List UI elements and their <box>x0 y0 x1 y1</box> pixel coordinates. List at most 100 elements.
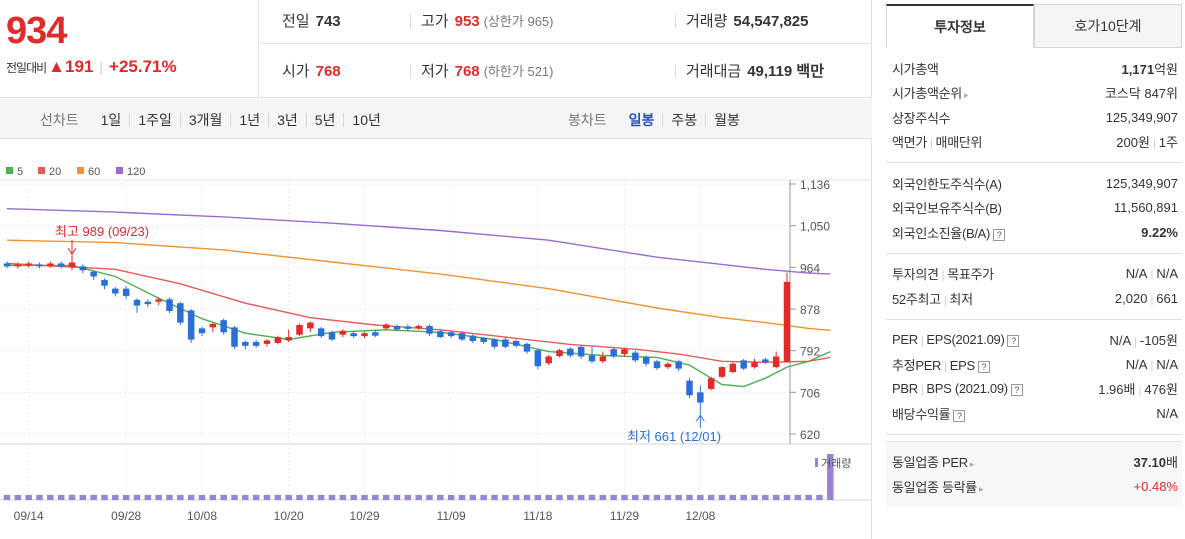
price-chart[interactable]: 1,136 1,050 964 878 792 706 620 09/14 09/28 10/08… <box>0 140 872 539</box>
low-annotation: 최저 661 (12/01) <box>627 429 721 444</box>
period-weekly[interactable]: 주봉 <box>662 113 705 127</box>
candle-body <box>686 380 693 396</box>
change-amount: 191 <box>65 57 94 76</box>
candle-body <box>68 262 76 268</box>
candle-body <box>415 325 422 328</box>
divider <box>675 14 676 28</box>
row-peer-per[interactable]: 동일업종 PER ▸ 37.10배 <box>886 450 1182 475</box>
help-icon[interactable]: ? <box>1007 335 1020 348</box>
foreign-limit-value: 125,349,907 <box>1105 175 1178 191</box>
row-est-per: 추정PER | EPS? N/A | N/A <box>892 356 1178 373</box>
divider <box>410 64 411 78</box>
info-panel: 투자정보 호가10단계 시가총액 1,171억원 시가총액순위 ▸ 코스닥 847… <box>886 4 1182 507</box>
volume-bar <box>707 494 715 500</box>
peer-per-label: 동일업종 PER <box>892 455 968 471</box>
est-per-label: 추정PER <box>892 357 942 373</box>
volume-bar <box>653 494 661 500</box>
period-monthly[interactable]: 월봉 <box>705 113 748 127</box>
row-market-cap-rank[interactable]: 시가총액순위 ▸ 코스닥 847위 <box>886 81 1182 106</box>
volume-bar <box>350 494 357 500</box>
volume-bar <box>187 494 195 500</box>
market-cap-value: 1,171 <box>1121 61 1155 77</box>
volume-bar <box>296 494 303 500</box>
candle-body <box>166 299 173 311</box>
period-10y[interactable]: 10년 <box>343 113 388 127</box>
y-tick-label: 620 <box>800 428 820 442</box>
dividend-label: 배당수익률 <box>892 406 951 422</box>
volume-bar <box>697 494 704 500</box>
volume-bar <box>328 494 336 500</box>
pbr-value: 1.96배 <box>1098 382 1136 398</box>
high-price: 고가 953 (상한가 965) <box>410 10 553 31</box>
period-5y[interactable]: 5년 <box>305 113 344 127</box>
candle-body <box>718 367 726 377</box>
period-1d[interactable]: 1일 <box>100 112 122 128</box>
period-daily[interactable]: 일봉 <box>628 112 655 128</box>
prev-close: 전일 743 <box>282 10 341 31</box>
volume: 거래량 54,547,825 <box>675 10 808 31</box>
volume-bar <box>588 494 596 500</box>
section-foreign: 외국인한도주식수(A) 125,349,907 외국인보유주식수(B) 11,5… <box>886 163 1182 254</box>
tab-order-book[interactable]: 호가10단계 <box>1034 4 1182 48</box>
w52-high-value: 2,020 <box>1114 290 1148 306</box>
row-per: PER | EPS(2021.09)? N/A | -105원 <box>892 332 1178 349</box>
ma20-line <box>6 262 831 364</box>
volume-bar <box>762 494 769 500</box>
volume-bar <box>361 494 368 500</box>
eps-label: EPS(2021.09) <box>926 332 1005 348</box>
period-3m[interactable]: 3개월 <box>179 113 231 127</box>
help-icon[interactable]: ? <box>993 228 1006 241</box>
volume-bar <box>36 494 43 500</box>
volume-bar <box>534 494 542 500</box>
bps-label: BPS (2021.09) <box>926 381 1008 397</box>
candle-body <box>545 356 552 364</box>
row-foreign-limit: 외국인한도주식수(A) 125,349,907 <box>886 171 1182 196</box>
period-3y[interactable]: 3년 <box>268 113 306 127</box>
y-tick-label: 1,136 <box>800 178 830 192</box>
period-1w[interactable]: 1주일 <box>129 113 180 127</box>
est-eps-label: EPS <box>949 357 975 373</box>
volume-bar <box>827 454 834 500</box>
volume-bar <box>133 494 141 500</box>
high-label: 고가 <box>421 13 449 30</box>
help-icon[interactable]: ? <box>953 409 966 422</box>
row-face-value: 액면가 | 매매단위 200원 | 1주 <box>892 135 1178 151</box>
volume-bar <box>675 494 682 500</box>
candle-body <box>610 349 617 357</box>
help-icon[interactable]: ? <box>1010 384 1023 397</box>
price-chart-svg: 1,136 1,050 964 878 792 706 620 09/14 09/28 10/08… <box>0 166 872 523</box>
candle-body <box>36 264 43 267</box>
foreign-limit-label: 외국인한도주식수(A) <box>892 176 1002 192</box>
volume-bar <box>198 494 206 500</box>
trade-value-label: 거래대금 <box>686 63 742 80</box>
invest-info: 시가총액 1,171억원 시가총액순위 ▸ 코스닥 847위 상장주식수 125,… <box>886 47 1182 507</box>
trade-value: 거래대금 49,119 백만 <box>675 60 824 81</box>
candle-body <box>122 288 130 296</box>
candle-body <box>783 281 791 363</box>
candle-body <box>588 355 596 362</box>
high-value: 953 <box>454 13 480 30</box>
candle-body <box>101 279 108 286</box>
candle-body <box>642 357 650 364</box>
volume-bar <box>458 494 466 500</box>
current-price: 934 <box>6 10 67 52</box>
volume-bar <box>718 494 726 500</box>
volume-bar <box>491 494 498 500</box>
line-chart-label: 선차트 <box>40 112 79 128</box>
volume-bar <box>686 494 693 500</box>
candle-body <box>740 360 747 369</box>
row-pbr: PBR | BPS (2021.09)? 1.96배 | 476원 <box>892 381 1178 398</box>
volume-bar <box>144 494 152 500</box>
market-cap-unit: 억원 <box>1154 61 1178 77</box>
volume-label: 거래량 <box>686 13 728 30</box>
volume-bar <box>231 494 238 500</box>
x-tick-label: 11/09 <box>437 509 466 523</box>
foreign-held-label: 외국인보유주식수(B) <box>892 201 1002 217</box>
candle-body <box>252 341 260 346</box>
period-1y[interactable]: 1년 <box>230 113 268 127</box>
candle-body <box>512 340 520 346</box>
tab-invest-info[interactable]: 투자정보 <box>886 4 1034 48</box>
help-icon[interactable]: ? <box>977 360 990 373</box>
row-peer-change[interactable]: 동일업종 등락률 ▸ +0.48% <box>886 474 1182 499</box>
volume-bar <box>447 494 455 500</box>
